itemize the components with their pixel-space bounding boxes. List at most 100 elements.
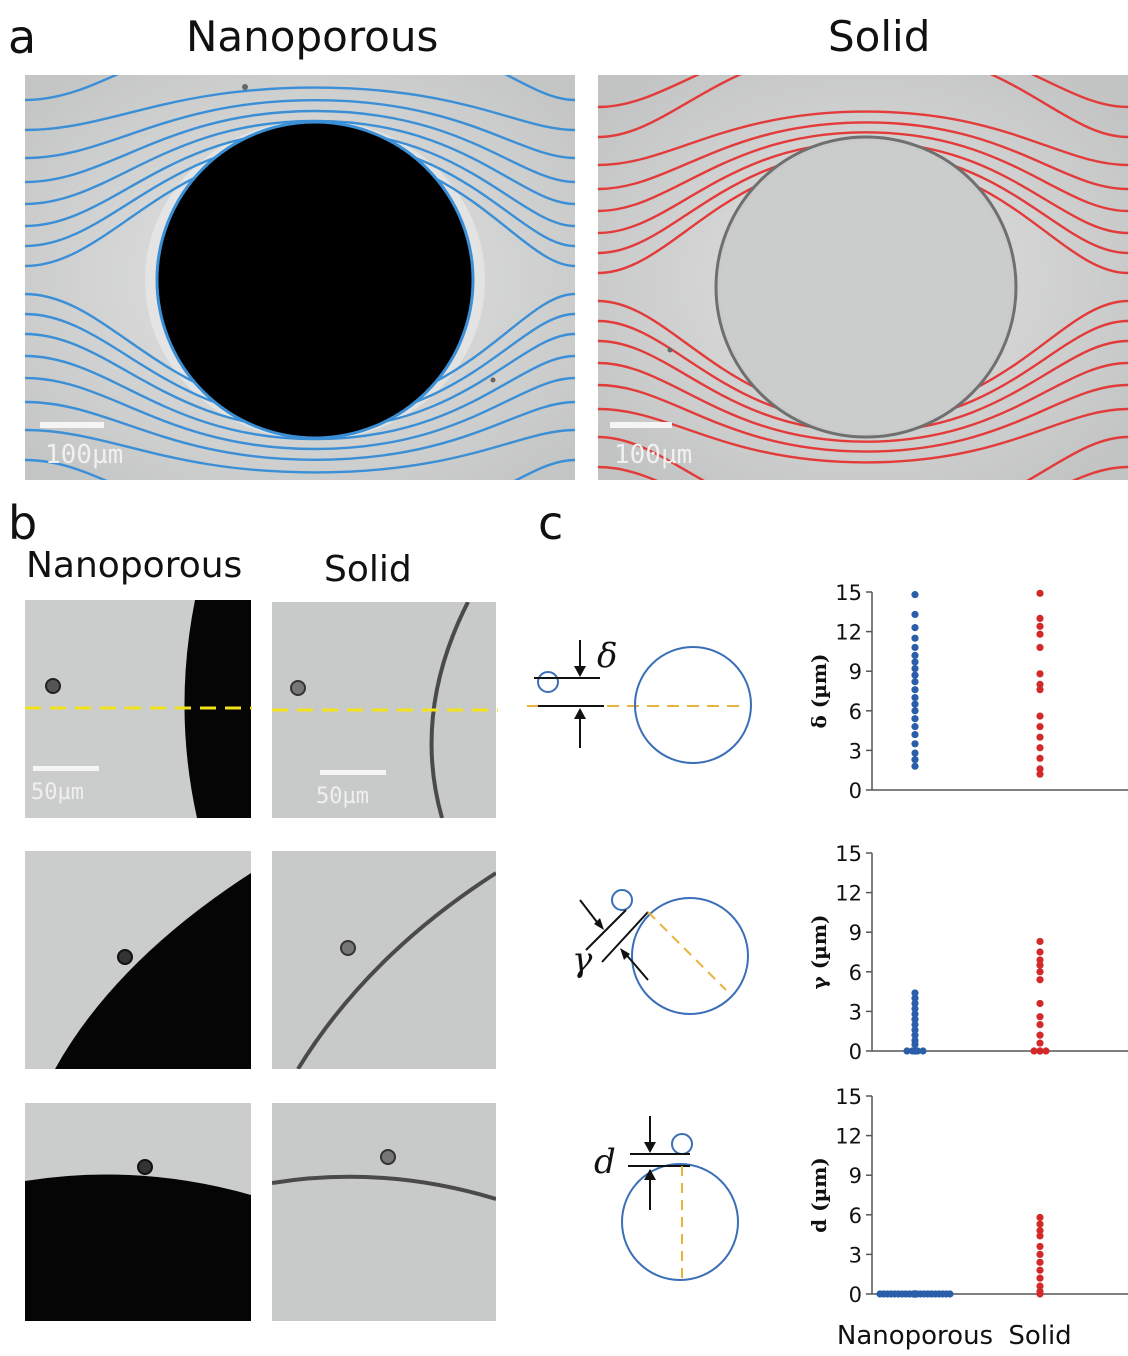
y-tick-label: 12	[835, 621, 862, 645]
micrograph-b-nanoporous-3	[25, 1103, 251, 1321]
data-point-nanoporous	[911, 643, 919, 652]
x-category-label-nanoporous: Nanoporous	[837, 1321, 993, 1351]
data-point-nanoporous	[911, 730, 919, 739]
streamlines-nanoporous-svg	[25, 75, 575, 480]
scale-bar-label-nanoporous-a: 100µm	[45, 440, 124, 470]
streamlines-solid-svg	[598, 75, 1128, 480]
data-point-nanoporous	[911, 664, 919, 673]
data-point-solid	[1036, 589, 1044, 597]
data-point-nanoporous	[911, 1021, 919, 1029]
data-point-nanoporous	[911, 610, 919, 619]
data-point-solid	[1036, 630, 1044, 638]
y-tick-label: 3	[849, 1243, 862, 1267]
micrograph-b-solid-3	[272, 1103, 496, 1321]
data-point-solid	[1036, 614, 1044, 622]
data-point-solid	[1036, 622, 1044, 630]
data-point-solid	[1036, 670, 1044, 678]
data-point-solid	[1036, 765, 1044, 773]
schematic-d	[621, 1116, 739, 1281]
symbol-gamma: γ	[572, 940, 593, 980]
data-point-solid	[1036, 1031, 1044, 1039]
panel-b-title-nanoporous: Nanoporous	[26, 545, 243, 586]
data-point-nanoporous	[911, 686, 919, 694]
data-point-solid	[1036, 754, 1044, 762]
y-tick-label: 15	[835, 1085, 862, 1109]
data-point-solid	[1036, 643, 1044, 652]
data-point-zero-solid	[1042, 1047, 1050, 1055]
scale-bar-label-solid-a: 100µm	[614, 440, 693, 470]
data-point-solid	[1036, 1220, 1044, 1228]
data-point-nanoporous	[911, 658, 919, 666]
scale-bar-label-b-nanoporous: 50µm	[31, 780, 84, 805]
y-tick-label: 15	[835, 842, 862, 866]
data-point-solid	[1036, 712, 1044, 720]
y-tick-label: 0	[849, 1040, 862, 1064]
y-tick-label: 15	[835, 581, 862, 605]
data-point-solid	[1036, 680, 1044, 688]
data-point-solid	[1036, 999, 1044, 1008]
data-point-solid	[1036, 770, 1044, 778]
scatter-charts-svg: 0 3 6 9 12 15 δ (µm) 0 3 6 9 12 15 γ (µm) 0 3 6 9 12 15 d (µ…	[807, 581, 1128, 1351]
y-tick-label: 6	[849, 700, 862, 724]
y-tick-label: 9	[849, 921, 862, 945]
data-point-solid	[1036, 1242, 1044, 1251]
micrograph-b-nanoporous-2-svg	[25, 851, 251, 1069]
data-point-solid	[1036, 723, 1044, 731]
y-axis-label: δ (µm)	[807, 653, 831, 728]
y-tick-label: 12	[835, 882, 862, 906]
data-point-solid	[1036, 1258, 1044, 1266]
data-point-solid	[1036, 961, 1044, 969]
data-point-nanoporous	[911, 700, 919, 708]
x-category-label-solid: Solid	[1008, 1321, 1071, 1351]
y-tick-label: 9	[849, 1164, 862, 1188]
data-point-solid	[1036, 744, 1044, 752]
y-tick-label: 0	[849, 779, 862, 803]
micrograph-b-nanoporous-3-svg	[25, 1103, 251, 1321]
data-point-nanoporous	[911, 1026, 919, 1034]
symbol-d: d	[594, 1142, 616, 1182]
scatter-chart-2: 0 3 6 9 12 15 γ (µm)	[807, 842, 1128, 1064]
data-point-solid	[1036, 956, 1044, 964]
y-tick-label: 6	[849, 961, 862, 985]
data-point-solid	[1036, 937, 1044, 946]
data-point-zero-nanoporous	[919, 1047, 927, 1055]
panel-b-title-solid: Solid	[324, 549, 412, 590]
panel-a-title-nanoporous: Nanoporous	[186, 12, 439, 61]
data-point-nanoporous	[911, 591, 919, 599]
micrograph-b-solid-3-svg	[272, 1103, 496, 1321]
y-axis-label: d (µm)	[807, 1157, 831, 1233]
data-point-solid	[1036, 1282, 1044, 1290]
data-point-nanoporous	[911, 723, 919, 731]
y-tick-label: 6	[849, 1204, 862, 1228]
data-point-nanoporous	[911, 989, 919, 997]
data-point-nanoporous	[911, 707, 919, 715]
data-point-nanoporous	[911, 740, 919, 748]
data-point-solid	[1036, 1274, 1044, 1282]
data-point-nanoporous	[911, 634, 919, 642]
data-point-solid	[1036, 686, 1044, 694]
y-axis-label: γ (µm)	[807, 915, 831, 990]
data-point-zero-solid	[1036, 1047, 1044, 1055]
data-point-nanoporous	[911, 1005, 919, 1013]
data-point-zero-nanoporous	[946, 1290, 954, 1298]
data-point-nanoporous	[911, 624, 919, 632]
data-point-solid	[1036, 968, 1044, 976]
data-point-solid	[1036, 1232, 1044, 1240]
data-point-nanoporous	[911, 762, 919, 770]
panel-a-letter: a	[8, 10, 37, 64]
data-point-solid	[1036, 976, 1044, 984]
data-point-solid	[1036, 1013, 1044, 1021]
data-point-nanoporous	[911, 1010, 919, 1018]
data-point-solid	[1036, 1039, 1044, 1047]
data-point-nanoporous	[911, 678, 919, 686]
data-point-nanoporous	[911, 1036, 919, 1045]
micrograph-nanoporous-streamlines: 100µm	[25, 75, 575, 480]
data-point-zero-nanoporous	[914, 1047, 922, 1055]
y-tick-label: 0	[849, 1283, 862, 1307]
data-point-solid	[1036, 733, 1044, 741]
data-point-zero-nanoporous	[903, 1047, 911, 1055]
schematic-gamma	[579, 889, 749, 1015]
micrograph-solid-streamlines: 100µm	[598, 75, 1128, 480]
y-tick-label: 3	[849, 1000, 862, 1024]
data-point-nanoporous	[911, 749, 919, 757]
